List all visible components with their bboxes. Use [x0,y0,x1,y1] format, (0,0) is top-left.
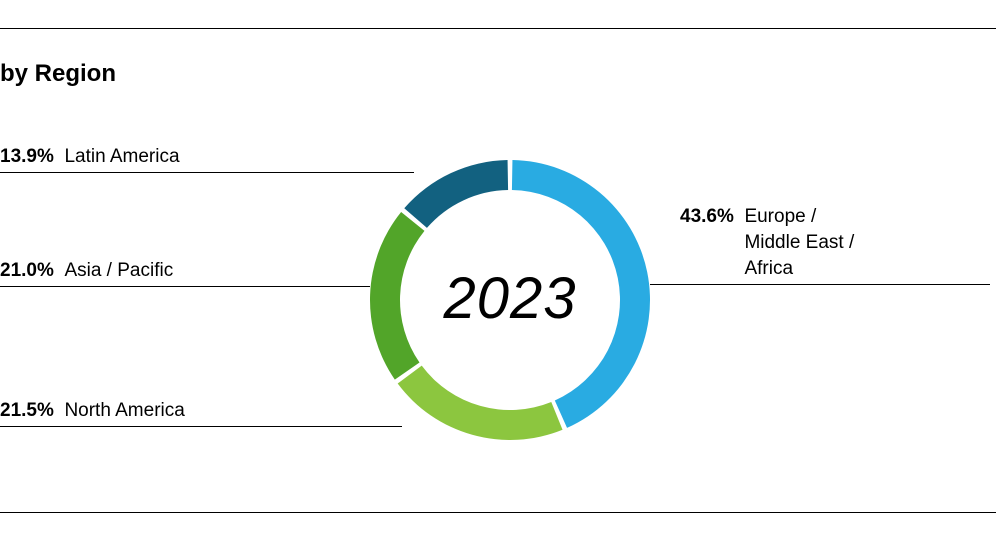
pct-north-america: 21.5% [0,400,54,421]
label-north-america: North America [64,400,184,421]
label-asia-pacific: Asia / Pacific [64,260,173,281]
leader-asia-pacific [0,286,370,287]
label-emea-line2: Middle East / [744,232,854,253]
callout-latin-america: 13.9% Latin America [0,144,180,170]
top-rule [0,28,996,29]
slice-latam [404,160,508,228]
pct-emea: 43.6% [680,206,734,227]
bottom-rule [0,512,996,513]
leader-latin-america [0,172,414,173]
donut-center-year: 2023 [410,265,610,332]
label-emea-line3: Africa [744,258,793,279]
slice-na [398,366,563,440]
pct-latin-america: 13.9% [0,146,54,167]
callout-asia-pacific: 21.0% Asia / Pacific [0,258,173,284]
leader-emea [650,284,990,285]
leader-north-america [0,426,402,427]
pct-asia-pacific: 21.0% [0,260,54,281]
chart-title: by Region [0,60,116,88]
label-latin-america: Latin America [64,146,179,167]
callout-emea: 43.6% Europe / 00.0% Middle East / 00.0%… [680,204,854,282]
callout-north-america: 21.5% North America [0,398,185,424]
label-emea-line1: Europe / [744,206,816,227]
